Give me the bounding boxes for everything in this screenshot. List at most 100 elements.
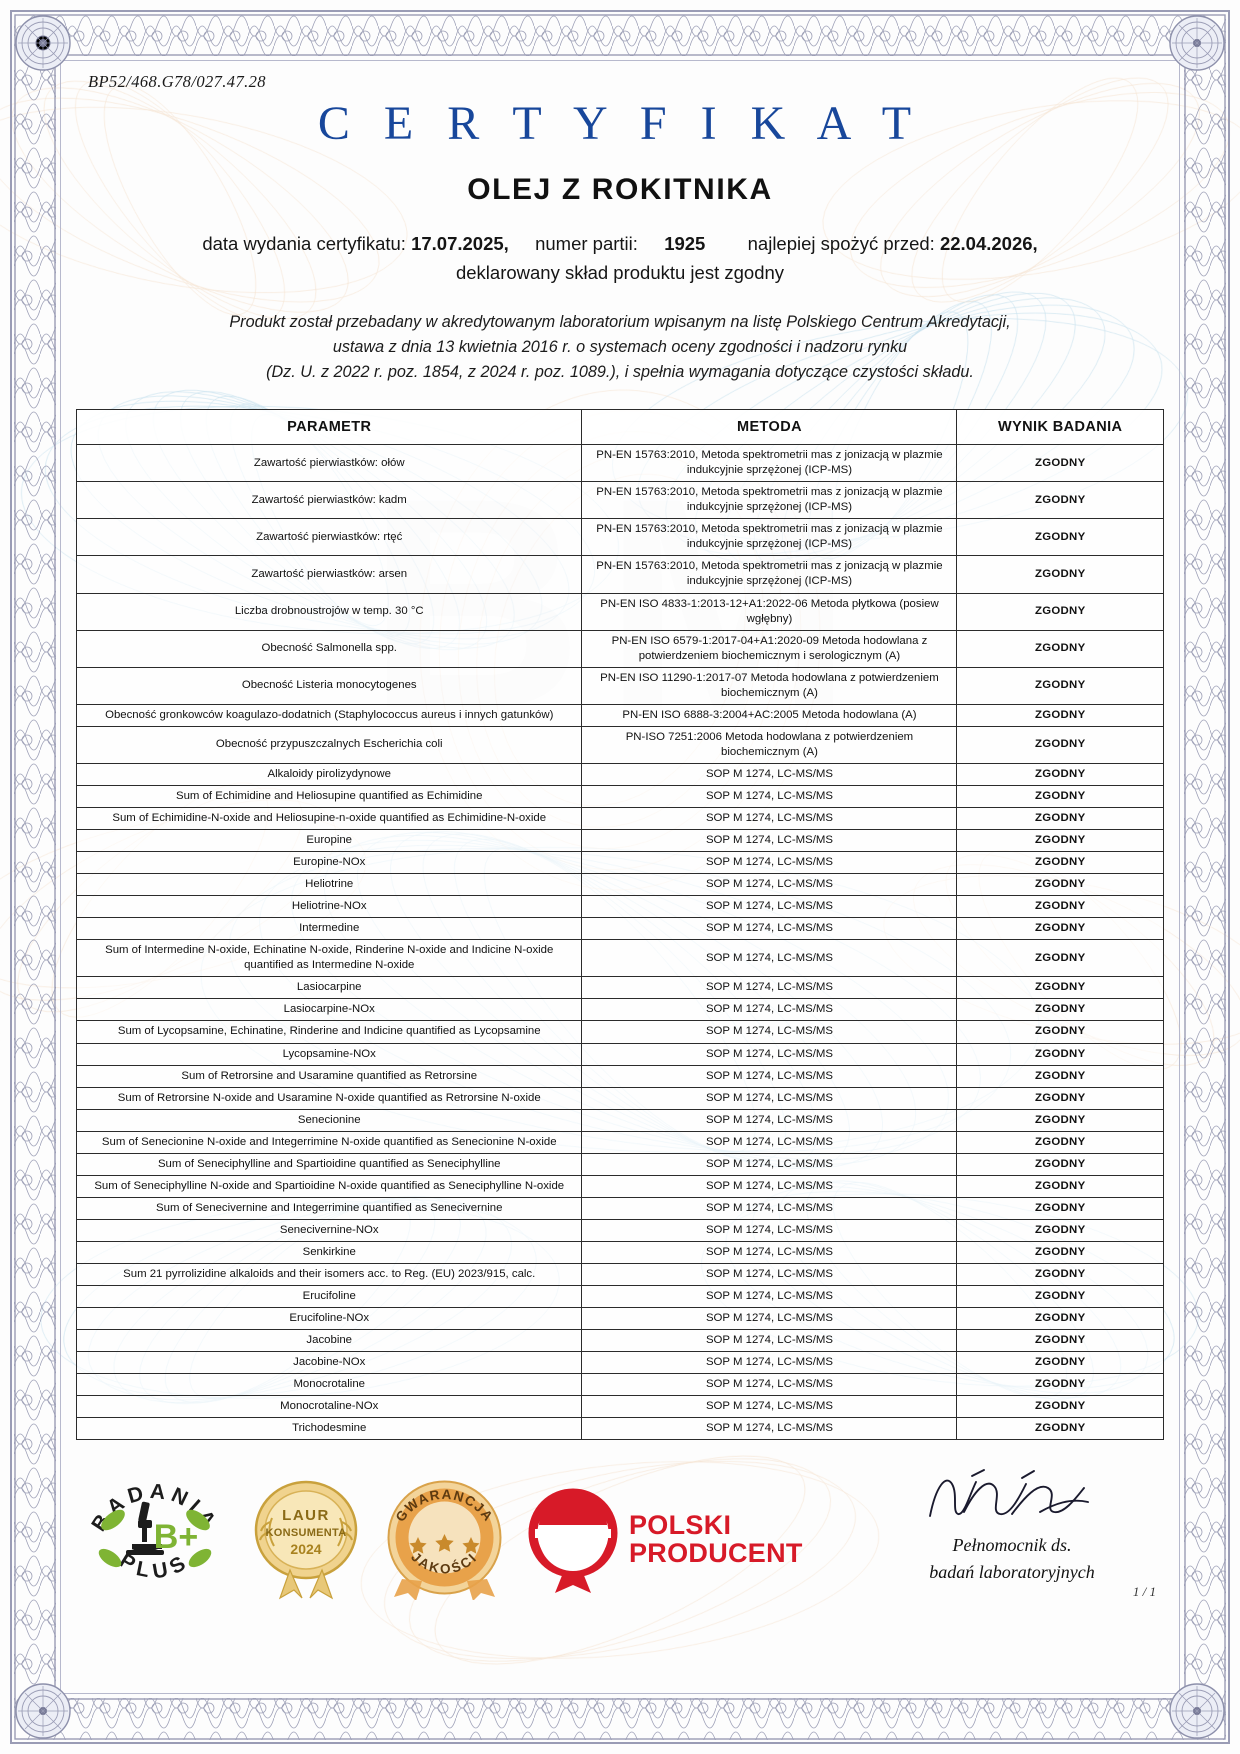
cell-result: ZGODNY [956, 592, 1164, 631]
cell-parameter: Erucifoline-NOx [75, 1307, 583, 1331]
cell-method: SOP M 1274, LC-MS/MS [581, 1174, 958, 1198]
table-row: Sum of Lycopsamine, Echinatine, Rinderin… [75, 1020, 1164, 1044]
table-row: Trichodesmine SOP M 1274, LC-MS/MS ZGODNY [75, 1417, 1164, 1441]
table-row: Lasiocarpine SOP M 1274, LC-MS/MS ZGODNY [75, 976, 1164, 1000]
issue-date-value: 17.07.2025, [411, 232, 509, 254]
signature-caption-line2: badań laboratoryjnych [929, 1561, 1095, 1582]
legal-line-1: Produkt został przebadany w akredytowany… [229, 312, 1011, 331]
cell-parameter: Zawartość pierwiastków: rtęć [75, 518, 583, 557]
table-row: Sum of Echimidine-N-oxide and Heliosupin… [75, 807, 1164, 831]
cell-result: ZGODNY [956, 703, 1164, 727]
table-row: Sum of Retrorsine N-oxide and Usaramine … [75, 1086, 1164, 1110]
badge-laur-line2: KONSUMENTA [265, 1527, 346, 1539]
cell-result: ZGODNY [956, 1020, 1164, 1044]
cell-method: SOP M 1274, LC-MS/MS [581, 1351, 958, 1375]
table-row: Zawartość pierwiastków: kadm PN-EN 15763:… [75, 481, 1164, 520]
cell-parameter: Lasiocarpine [75, 976, 583, 1000]
table-row: Erucifoline SOP M 1274, LC-MS/MS ZGODNY [75, 1285, 1164, 1309]
cell-method: SOP M 1274, LC-MS/MS [581, 1395, 958, 1419]
cell-parameter: Sum of Senecionine N-oxide and Integerri… [75, 1130, 583, 1154]
corner-rosette-bottom-left [14, 1682, 72, 1740]
column-header-parameter: PARAMETR [75, 409, 583, 446]
cell-method: SOP M 1274, LC-MS/MS [581, 1240, 958, 1265]
best-before-value: 22.04.2026, [939, 232, 1038, 254]
badge-producent-line2: PRODUCENT [629, 1537, 803, 1568]
cell-parameter: Sum of Retrorsine N-oxide and Usaramine … [75, 1086, 583, 1110]
cell-method: SOP M 1274, LC-MS/MS [581, 998, 958, 1022]
cell-method: SOP M 1274, LC-MS/MS [581, 1042, 958, 1066]
table-row: Lycopsamine-NOx SOP M 1274, LC-MS/MS ZGODN… [75, 1042, 1164, 1066]
cell-parameter: Trichodesmine [75, 1417, 583, 1441]
signature-block: Pełnomocnik ds. badań laboratoryjnych 1 … [862, 1468, 1162, 1599]
cell-result: ZGODNY [956, 1329, 1164, 1353]
cell-result: ZGODNY [956, 1351, 1164, 1375]
results-table-wrapper: PARAMETR METODA WYNIK BADANIA Zawartość … [70, 409, 1170, 1441]
table-row: Intermedine SOP M 1274, LC-MS/MS ZGODNY [75, 917, 1164, 941]
results-table-head: PARAMETR METODA WYNIK BADANIA [75, 409, 1164, 446]
cell-method: SOP M 1274, LC-MS/MS [581, 939, 958, 978]
table-row: Erucifoline-NOx SOP M 1274, LC-MS/MS ZGODN… [75, 1307, 1164, 1331]
cell-method: PN-EN 15763:2010, Metoda spektrometrii m… [581, 555, 958, 594]
legal-line-2: ustawa z dnia 13 kwietnia 2016 r. o syst… [332, 337, 908, 356]
corner-rosette-top-left [14, 14, 72, 72]
cell-parameter: Obecność gronkowców koagulazo-dodatnich … [75, 703, 583, 727]
cell-method: SOP M 1274, LC-MS/MS [581, 1020, 958, 1044]
legal-statement: Produkt został przebadany w akredytowany… [70, 310, 1170, 385]
declaration-subline: deklarowany skład produktu jest zgodny [455, 261, 785, 283]
cell-result: ZGODNY [956, 1285, 1164, 1309]
page-title: C E R T Y F I K A T [317, 97, 923, 150]
cell-parameter: Senecivernine-NOx [75, 1218, 583, 1242]
cell-method: PN-EN ISO 4833-1:2013-12+A1:2022-06 Meto… [581, 592, 958, 631]
badge-badania-bplus: BADANIA PLUS [80, 1462, 230, 1617]
cell-result: ZGODNY [956, 1064, 1164, 1088]
table-row: Zawartość pierwiastków: arsen PN-EN 15763… [75, 555, 1164, 594]
badge-gwarancja-jakosci: GWARANCJA JAKOŚCI [382, 1475, 507, 1605]
table-row: Monocrotaline SOP M 1274, LC-MS/MS ZGODNY [75, 1373, 1164, 1397]
cell-method: SOP M 1274, LC-MS/MS [581, 762, 958, 786]
batch-label: numer partii: [535, 232, 638, 254]
cell-method: SOP M 1274, LC-MS/MS [581, 1285, 958, 1309]
cell-result: ZGODNY [956, 555, 1164, 594]
cell-method: SOP M 1274, LC-MS/MS [581, 1262, 958, 1287]
cell-method: SOP M 1274, LC-MS/MS [581, 1152, 958, 1176]
cell-result: ZGODNY [956, 1196, 1164, 1220]
cell-parameter: Lycopsamine-NOx [75, 1042, 583, 1066]
table-row: Sum of Echimidine and Heliosupine quanti… [75, 784, 1164, 809]
cell-method: SOP M 1274, LC-MS/MS [581, 1086, 958, 1110]
certificate-meta-line: data wydania certyfikatu: 17.07.2025, nu… [70, 233, 1170, 255]
polish-shield-icon [528, 1488, 618, 1593]
stars-icon [409, 1533, 480, 1554]
cell-result: ZGODNY [956, 1042, 1164, 1066]
cell-parameter: Erucifoline [75, 1285, 583, 1309]
cell-parameter: Zawartość pierwiastków: kadm [75, 481, 583, 520]
cell-parameter: Sum of Intermedine N-oxide, Echinatine N… [75, 939, 583, 978]
cell-parameter: Senkirkine [75, 1240, 583, 1265]
badge-row: BADANIA PLUS [80, 1462, 803, 1617]
cell-result: ZGODNY [956, 851, 1164, 875]
table-row: Europine SOP M 1274, LC-MS/MS ZGODNY [75, 829, 1164, 853]
cell-method: SOP M 1274, LC-MS/MS [581, 976, 958, 1000]
table-row: Senkirkine SOP M 1274, LC-MS/MS ZGODNY [75, 1240, 1164, 1265]
corner-rosette-bottom-right [1168, 1682, 1226, 1740]
cell-parameter: Sum of Echimidine and Heliosupine quanti… [75, 784, 583, 809]
cell-parameter: Obecność Listeria monocytogenes [75, 666, 583, 705]
cell-result: ZGODNY [956, 1307, 1164, 1331]
handwritten-signature [929, 1469, 1089, 1518]
cell-parameter: Liczba drobnoustrojów w temp. 30 °C [75, 592, 583, 631]
table-row: Sum of Senecionine N-oxide and Integerri… [75, 1130, 1164, 1154]
table-row: Heliotrine SOP M 1274, LC-MS/MS ZGODNY [75, 873, 1164, 897]
cell-method: SOP M 1274, LC-MS/MS [581, 873, 958, 897]
cell-result: ZGODNY [956, 1218, 1164, 1242]
best-before-label: najlepiej spożyć przed: [747, 232, 935, 254]
table-row: Heliotrine-NOx SOP M 1274, LC-MS/MS ZGODNY [75, 895, 1164, 919]
cell-parameter: Sum of Lycopsamine, Echinatine, Rinderin… [75, 1020, 583, 1044]
cell-method: SOP M 1274, LC-MS/MS [581, 807, 958, 831]
cell-result: ZGODNY [956, 1152, 1164, 1176]
cell-method: SOP M 1274, LC-MS/MS [581, 1196, 958, 1220]
cell-method: SOP M 1274, LC-MS/MS [581, 917, 958, 941]
cell-parameter: Sum of Echimidine-N-oxide and Heliosupin… [75, 807, 583, 831]
cell-method: PN-EN 15763:2010, Metoda spektrometrii m… [581, 518, 958, 557]
frame-outer-border [10, 10, 1230, 1744]
cell-parameter: Heliotrine [75, 873, 583, 897]
table-row: Jacobine SOP M 1274, LC-MS/MS ZGODNY [75, 1329, 1164, 1353]
